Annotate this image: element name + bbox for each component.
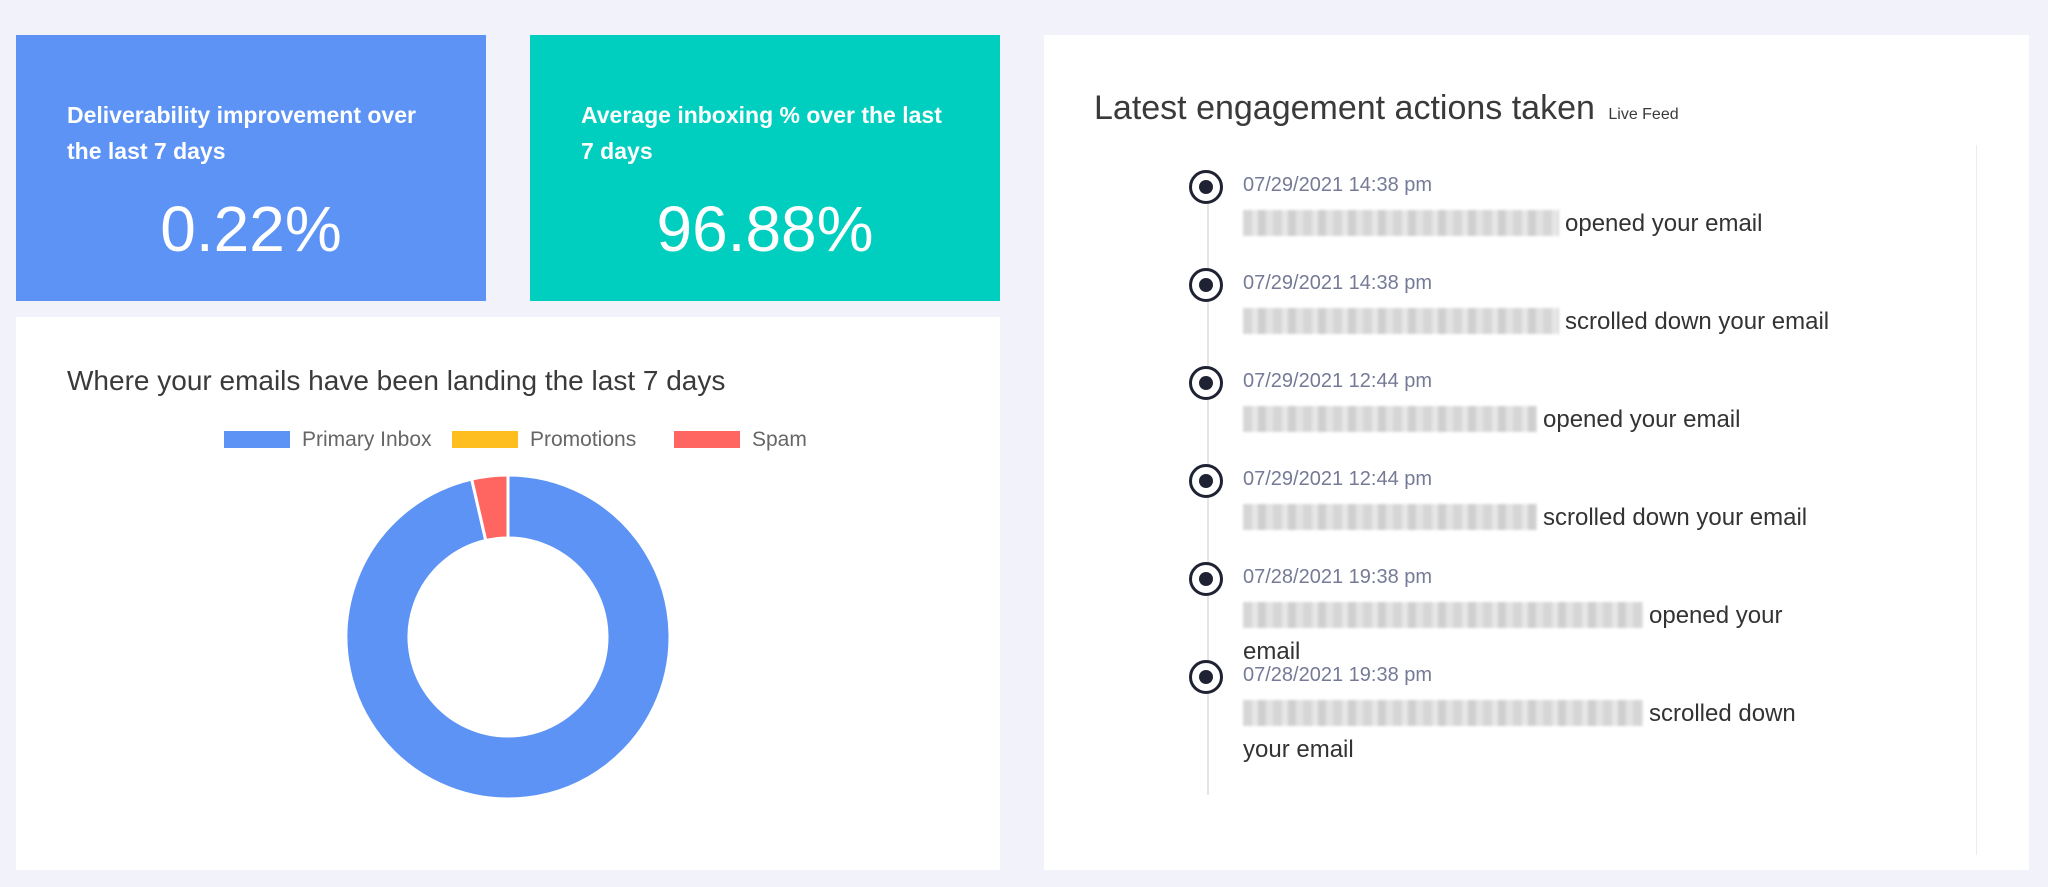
entry-description: opened your email bbox=[1243, 598, 1843, 670]
entry-description: opened your email bbox=[1243, 206, 1843, 242]
legend-swatch-primary-inbox bbox=[224, 431, 290, 448]
redacted-email bbox=[1243, 406, 1537, 432]
entry-action: scrolled down your email bbox=[1243, 700, 1796, 763]
timeline-dot-icon bbox=[1189, 268, 1223, 302]
timeline-dot-icon bbox=[1189, 170, 1223, 204]
entry-timestamp: 07/29/2021 12:44 pm bbox=[1243, 370, 1433, 392]
entry-action: scrolled down your email bbox=[1543, 504, 1808, 531]
timeline-dot-icon bbox=[1189, 660, 1223, 694]
feed-title-text: Latest engagement actions taken bbox=[1094, 89, 1595, 127]
entry-action: scrolled down your email bbox=[1565, 308, 1830, 335]
donut-slice-primary-inbox[interactable] bbox=[344, 473, 672, 801]
entry-timestamp: 07/29/2021 14:38 pm bbox=[1243, 174, 1433, 196]
donut-slice-spam[interactable] bbox=[469, 473, 510, 543]
timeline-dot-icon bbox=[1189, 562, 1223, 596]
timeline-dot-icon bbox=[1189, 464, 1223, 498]
entry-timestamp: 07/29/2021 14:38 pm bbox=[1243, 272, 1433, 294]
landing-chart-card: Where your emails have been landing the … bbox=[16, 317, 1000, 870]
redacted-email bbox=[1243, 504, 1537, 530]
legend-swatch-spam bbox=[674, 431, 740, 448]
landing-chart-title: Where your emails have been landing the … bbox=[67, 365, 726, 396]
inboxing-label: Average inboxing % over the last 7 days bbox=[581, 102, 942, 164]
inboxing-value: 96.88% bbox=[656, 193, 874, 265]
redacted-email bbox=[1243, 308, 1559, 334]
deliverability-value: 0.22% bbox=[160, 193, 342, 265]
entry-action: opened your email bbox=[1543, 406, 1741, 433]
legend-label-primary-inbox: Primary Inbox bbox=[302, 428, 432, 451]
entry-action: opened your email bbox=[1243, 602, 1783, 665]
legend-label-promotions: Promotions bbox=[530, 428, 637, 451]
live-feed-label: Live Feed bbox=[1608, 106, 1679, 123]
entry-description: scrolled down your email bbox=[1243, 696, 1843, 768]
redacted-email bbox=[1243, 700, 1643, 726]
entry-action: opened your email bbox=[1565, 210, 1763, 237]
entry-timestamp: 07/28/2021 19:38 pm bbox=[1243, 566, 1433, 588]
inboxing-stat-card: Average inboxing % over the last 7 days … bbox=[530, 35, 1000, 301]
entry-description: opened your email bbox=[1243, 402, 1843, 438]
timeline-dot-icon bbox=[1189, 366, 1223, 400]
redacted-email bbox=[1243, 210, 1559, 236]
deliverability-label: Deliverability improvement over the last… bbox=[67, 102, 416, 164]
legend-swatch-promotions bbox=[452, 431, 518, 448]
entry-description: scrolled down your email bbox=[1243, 304, 1843, 340]
redacted-email bbox=[1243, 602, 1643, 628]
legend-label-spam: Spam bbox=[752, 428, 807, 451]
feed-scrollbar[interactable] bbox=[1976, 145, 1977, 855]
deliverability-stat-card: Deliverability improvement over the last… bbox=[16, 35, 486, 301]
landing-donut-chart bbox=[344, 473, 672, 801]
entry-timestamp: 07/28/2021 19:38 pm bbox=[1243, 664, 1433, 686]
feed-title: Latest engagement actions taken Live Fee… bbox=[1094, 89, 1679, 128]
entry-description: scrolled down your email bbox=[1243, 500, 1843, 536]
engagement-feed-card: Latest engagement actions taken Live Fee… bbox=[1044, 35, 2029, 870]
entry-timestamp: 07/29/2021 12:44 pm bbox=[1243, 468, 1433, 490]
